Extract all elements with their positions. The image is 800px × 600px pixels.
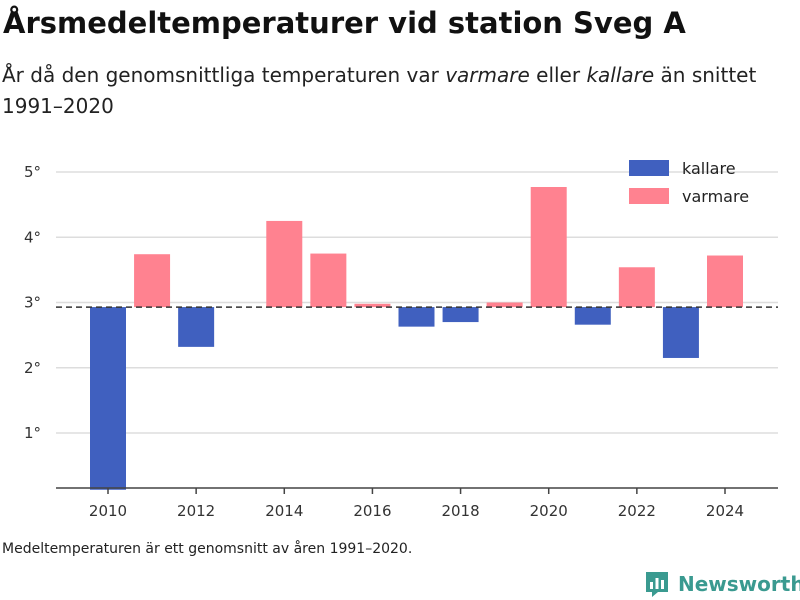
logo-text: Newsworthy — [678, 572, 800, 596]
bar-kallare-2017 — [398, 307, 435, 327]
bar-kallare-2021 — [574, 307, 611, 325]
bar-varmare-2016 — [354, 303, 391, 308]
x-tick-label: 2022 — [618, 502, 656, 520]
legend-swatch-varmare — [629, 188, 669, 204]
x-tick-label: 2010 — [89, 502, 127, 520]
subtitle-text-3: än snittet 1991–2020 — [2, 63, 757, 118]
subtitle-em-varmare: varmare — [445, 63, 530, 87]
x-tick-label: 2014 — [265, 502, 303, 520]
bar-varmare-2015 — [310, 253, 347, 308]
bar-chart: 1° 2° 3° 4° 5° 2010 2012 2014 2016 2018 2020 2022 20… — [24, 159, 778, 520]
bar-varmare-2014 — [266, 220, 303, 308]
legend-swatch-kallare — [629, 160, 669, 176]
x-tick-label: 2012 — [177, 502, 215, 520]
newsworthy-logo-icon — [646, 572, 668, 597]
bar-varmare-2019 — [486, 302, 523, 308]
bar-kallare-2023 — [662, 307, 699, 358]
bar-kallare-2018 — [442, 307, 479, 323]
y-tick-label: 5° — [24, 163, 41, 181]
y-tick-label: 4° — [24, 228, 41, 246]
subtitle-text-2: eller — [529, 63, 587, 87]
bar-varmare-2024 — [707, 255, 743, 308]
bar-varmare-2020 — [530, 187, 567, 308]
newsworthy-logo: Newsworthy — [644, 569, 800, 599]
x-tick-label: 2016 — [353, 502, 391, 520]
subtitle-text-1: År då den genomsnittliga temperaturen va… — [2, 63, 446, 87]
subtitle-em-kallare: kallare — [586, 63, 655, 87]
bar-kallare-2010 — [90, 307, 126, 490]
chart-title: Årsmedeltemperaturer vid station Sveg A — [3, 6, 686, 40]
legend-label-varmare: varmare — [682, 187, 749, 206]
y-tick-label: 1° — [24, 424, 41, 442]
footnote: Medeltemperaturen är ett genomsnitt av å… — [2, 541, 413, 557]
chart-subtitle: År då den genomsnittliga temperaturen va… — [2, 60, 792, 122]
x-tick-label: 2018 — [441, 502, 479, 520]
y-tick-label: 3° — [24, 294, 41, 312]
legend-label-kallare: kallare — [682, 159, 736, 178]
bar-kallare-2012 — [178, 307, 215, 347]
x-tick-label: 2020 — [530, 502, 568, 520]
y-tick-label: 2° — [24, 359, 41, 377]
bar-varmare-2022 — [618, 267, 655, 308]
x-tick-label: 2024 — [706, 502, 744, 520]
bar-varmare-2011 — [134, 254, 171, 308]
